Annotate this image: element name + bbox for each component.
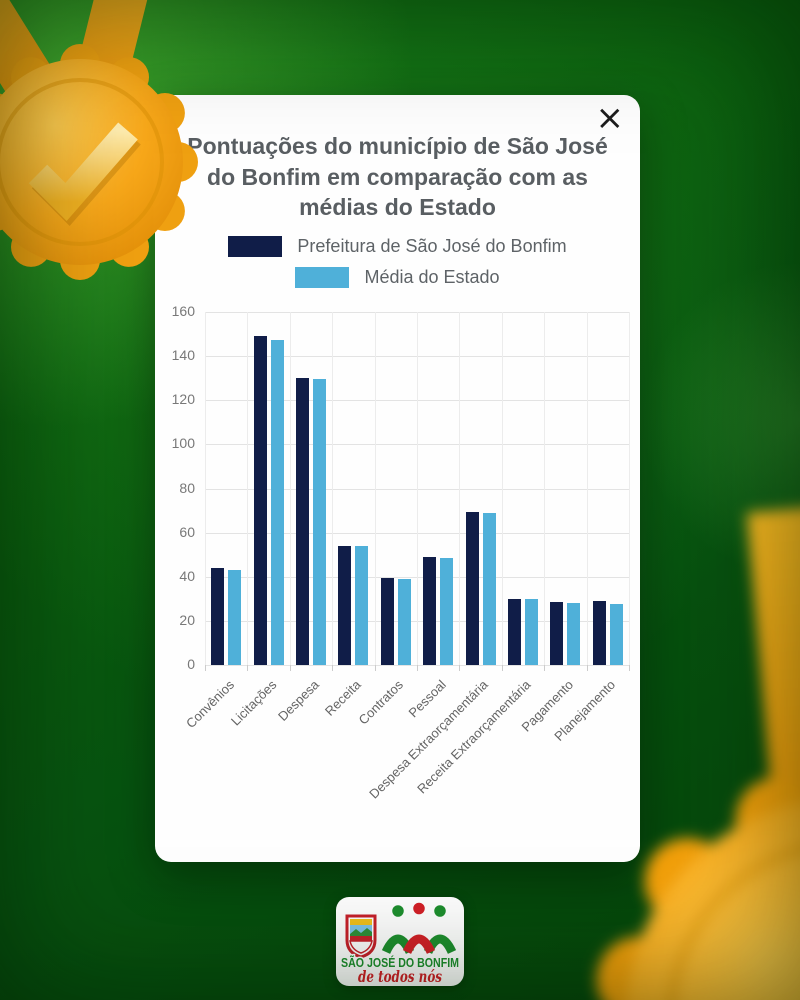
x-axis-tick — [247, 665, 249, 671]
bar-prefeitura — [592, 601, 606, 665]
y-tick-label: 100 — [171, 435, 195, 452]
bar-prefeitura — [338, 545, 352, 665]
x-axis-tick — [501, 665, 503, 671]
x-axis-tick — [374, 665, 376, 671]
chart-legend: Prefeitura de São José do Bonfim Média d… — [155, 235, 640, 288]
x-gridline — [374, 312, 376, 665]
bar-media-estado — [355, 545, 369, 665]
bar-prefeitura — [550, 602, 564, 665]
bar-media-estado — [482, 512, 496, 665]
y-tick-label: 20 — [179, 611, 195, 628]
bar-prefeitura — [296, 378, 309, 665]
x-gridline — [332, 312, 334, 665]
legend-item-media-estado: Média do Estado — [295, 266, 500, 288]
x-gridline — [289, 312, 291, 665]
bar-prefeitura — [380, 577, 394, 665]
bar-prefeitura — [508, 598, 521, 665]
x-axis-tick — [459, 665, 461, 671]
bar-chart: 0 20 40 60 80 100 120 140 160 Convênios Licitações… — [155, 303, 640, 862]
bar-media-estado — [313, 379, 326, 665]
bar-media-estado — [440, 557, 454, 665]
legend-item-prefeitura: Prefeitura de São José do Bonfim — [228, 235, 567, 257]
x-gridline — [501, 312, 503, 665]
y-tick-label: 40 — [179, 567, 195, 584]
bar-media-estado — [270, 339, 284, 665]
x-gridline — [629, 312, 630, 665]
municipality-logo: SÃO JOSÉ DO BONFIM de todos nós — [336, 897, 464, 988]
people-icon — [380, 900, 458, 955]
x-axis-tick — [629, 665, 630, 671]
x-axis-tick — [205, 665, 206, 671]
x-axis-tick — [289, 665, 291, 671]
legend-swatch-media-estado — [295, 266, 350, 288]
page-title: Pontuações do município de São José do B… — [187, 133, 608, 221]
bar-media-estado — [567, 603, 581, 665]
y-tick-label: 0 — [187, 656, 195, 672]
bar-media-estado — [228, 570, 242, 665]
x-gridline — [459, 312, 461, 665]
chart-modal-card: × Pontuações do município de São José do… — [155, 95, 640, 862]
x-gridline — [586, 312, 588, 665]
bar-media-estado — [397, 578, 411, 665]
x-axis-tick — [332, 665, 334, 671]
bar-media-estado — [609, 604, 623, 665]
x-gridline — [544, 312, 546, 665]
logo-slogan: de todos nós — [358, 967, 442, 986]
x-axis-tick — [417, 665, 418, 671]
legend-swatch-prefeitura — [228, 235, 283, 257]
category-label: Receita — [322, 677, 365, 719]
y-tick-label: 60 — [179, 523, 195, 540]
bar-prefeitura — [423, 556, 437, 665]
coat-of-arms-icon — [345, 914, 377, 959]
bar-media-estado — [525, 598, 538, 665]
y-tick-label: 160 — [171, 303, 195, 319]
x-gridline — [205, 312, 206, 665]
logo-city-name: SÃO JOSÉ DO BONFIM — [341, 955, 459, 970]
close-icon[interactable]: × — [592, 97, 629, 139]
y-tick-label: 80 — [179, 479, 195, 496]
x-axis-tick — [544, 665, 546, 671]
category-label: Convênios — [182, 677, 237, 732]
legend-label-media-estado: Média do Estado — [364, 266, 500, 287]
category-label: Despesa — [274, 677, 322, 724]
legend-label-prefeitura: Prefeitura de São José do Bonfim — [297, 235, 567, 256]
y-tick-label: 140 — [171, 347, 195, 364]
category-label: Contratos — [355, 677, 407, 728]
x-gridline — [417, 312, 418, 665]
bar-prefeitura — [253, 336, 267, 665]
bar-prefeitura — [211, 567, 225, 665]
category-label: Licitações — [227, 677, 280, 729]
x-gridline — [247, 312, 249, 665]
y-tick-label: 120 — [171, 391, 195, 408]
bar-prefeitura — [465, 511, 479, 665]
x-axis-tick — [586, 665, 588, 671]
